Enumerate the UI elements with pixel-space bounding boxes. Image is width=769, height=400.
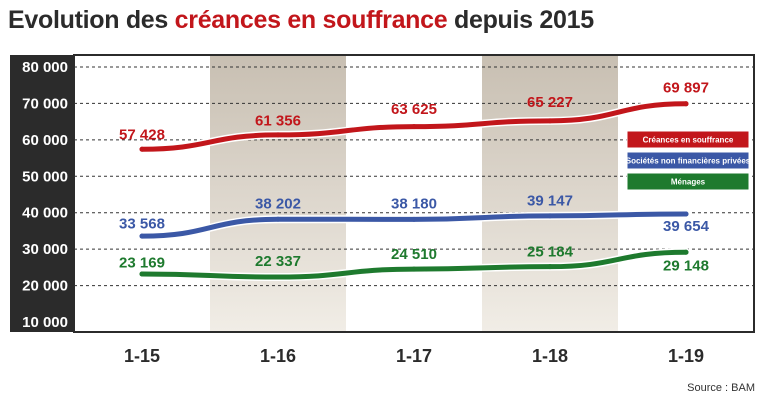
data-point xyxy=(275,274,281,280)
data-point xyxy=(683,249,689,255)
y-tick-label: 70 000 xyxy=(22,95,68,112)
data-point xyxy=(683,211,689,217)
y-tick-label: 80 000 xyxy=(22,59,68,76)
title-prefix: Evolution des xyxy=(8,6,175,34)
data-point xyxy=(411,266,417,272)
y-tick-label: 40 000 xyxy=(22,205,68,222)
data-point xyxy=(139,233,145,239)
data-point xyxy=(547,213,553,219)
data-point xyxy=(275,132,281,138)
data-label: 23 169 xyxy=(119,254,165,271)
data-label: 63 625 xyxy=(391,101,437,118)
plot-frame xyxy=(73,54,755,333)
data-point xyxy=(139,271,145,277)
legend-label: Créances en souffrance xyxy=(643,136,734,145)
legend-box xyxy=(626,172,750,191)
data-label: 29 148 xyxy=(663,258,709,275)
data-label: 38 202 xyxy=(255,196,301,213)
source-note: Source : BAM xyxy=(687,382,755,394)
data-label: 61 356 xyxy=(255,113,301,130)
data-label: 65 227 xyxy=(527,94,573,111)
category-band xyxy=(210,56,346,331)
title-highlight: créances en souffrance xyxy=(174,6,448,34)
data-point xyxy=(275,216,281,222)
legend-label: Sociétés non financières privées xyxy=(626,157,751,166)
data-label: 57 428 xyxy=(119,126,165,143)
data-label: 38 180 xyxy=(391,196,437,213)
x-tick-label: 1-17 xyxy=(396,346,432,366)
y-tick-label: 20 000 xyxy=(22,278,68,295)
data-point xyxy=(411,216,417,222)
data-point xyxy=(547,264,553,270)
data-point xyxy=(683,101,689,107)
data-point xyxy=(547,118,553,124)
y-tick-label: 60 000 xyxy=(22,132,68,149)
x-tick-label: 1-19 xyxy=(668,346,704,366)
data-label: 25 184 xyxy=(527,243,574,260)
x-tick-label: 1-16 xyxy=(260,346,296,366)
x-tick-label: 1-15 xyxy=(124,346,160,366)
chart-title: Evolution des créances en souffrance dep… xyxy=(8,6,594,35)
legend-label: Ménages xyxy=(671,178,706,187)
data-label: 33 568 xyxy=(119,216,165,233)
data-label: 39 147 xyxy=(527,193,573,210)
data-point xyxy=(411,124,417,130)
data-label: 39 654 xyxy=(663,218,710,235)
legend-box xyxy=(626,151,750,170)
y-tick-label: 30 000 xyxy=(22,241,68,258)
legend-box xyxy=(626,130,750,149)
data-label: 22 337 xyxy=(255,253,301,270)
data-label: 24 510 xyxy=(391,246,437,263)
x-tick-label: 1-18 xyxy=(532,346,568,366)
title-suffix: depuis 2015 xyxy=(447,6,594,34)
data-label: 69 897 xyxy=(663,79,709,96)
data-point xyxy=(139,146,145,152)
y-axis-panel xyxy=(10,55,74,332)
y-tick-label: 50 000 xyxy=(22,168,68,185)
y-tick-label: 10 000 xyxy=(22,314,68,331)
